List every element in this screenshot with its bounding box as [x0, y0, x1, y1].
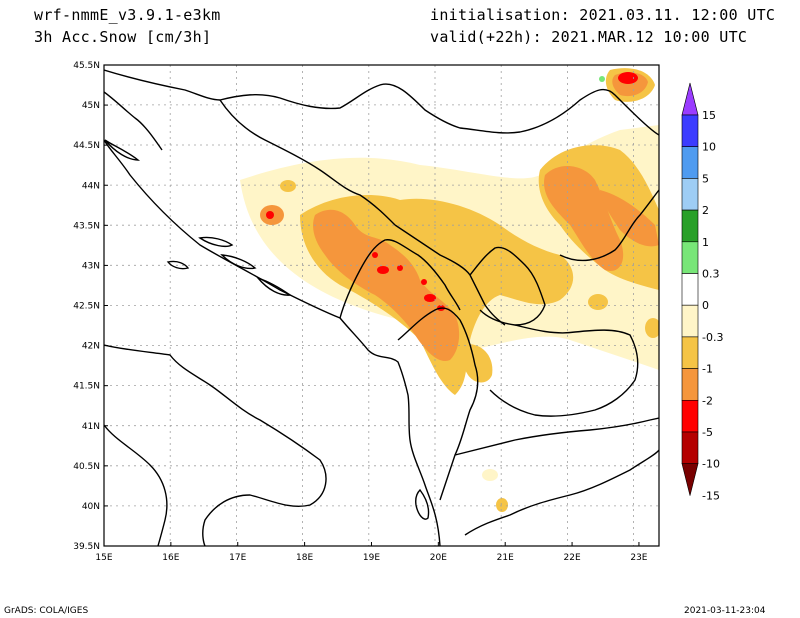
colorbar-segment [681, 178, 699, 211]
lon-tick-label: 20E [430, 553, 447, 563]
colorbar-label: 0 [702, 299, 709, 312]
lon-tick-label: 18E [296, 553, 313, 563]
north-macedonia-border [489, 324, 639, 417]
lat-tick-labels: 39.5N 40N 40.5N 41N 41.5N 42N 42.5N 43N 43.5N 44N… [73, 61, 108, 552]
lon-tick-label: 16E [162, 553, 179, 563]
island-2 [220, 254, 257, 270]
greece-coast [464, 449, 659, 536]
italy-coast [104, 344, 327, 546]
snow-field-layer [240, 68, 659, 512]
colorbar-segment [681, 146, 699, 179]
colorbar-segment [681, 336, 699, 369]
valid-time: valid(+22h): 2021.MAR.12 10:00 UTC [430, 28, 748, 46]
colorbar-label: -1 [702, 363, 713, 376]
colorbar-label: -0.3 [702, 331, 723, 344]
lat-tick-label: 43.5N [73, 221, 100, 231]
lat-tick-label: 43N [82, 261, 100, 271]
corfu-island [415, 488, 430, 520]
lon-tick-label: 19E [363, 553, 380, 563]
lat-tick-label: 41N [82, 422, 100, 432]
field-title: 3h Acc.Snow [cm/3h] [34, 28, 212, 46]
lat-tick-label: 40.5N [73, 462, 100, 472]
gridlines [104, 65, 659, 546]
coastlines-borders [104, 69, 659, 546]
lat-tick-label: 42N [82, 342, 100, 352]
colorbar-label: 1 [702, 236, 709, 249]
init-time: initialisation: 2021.03.11. 12:00 UTC [430, 6, 776, 24]
run-timestamp: 2021-03-11-23:04 [684, 606, 766, 616]
colorbar-segment [681, 431, 699, 465]
colorbar-label: 10 [702, 141, 716, 154]
colorbar-segment [681, 273, 699, 306]
colorbar-segment [681, 304, 699, 338]
greece-border [454, 417, 659, 456]
north-border [104, 69, 659, 136]
lon-tick-label: 23E [630, 553, 647, 563]
adriatic-east-coast [104, 139, 441, 546]
croatia-inner-coast [104, 91, 163, 151]
model-title: wrf-nmmE_v3.9.1-e3km [34, 6, 221, 24]
colorbar-label: 0.3 [702, 268, 720, 281]
colorbar-top-arrow [681, 82, 699, 116]
lat-tick-label: 45N [82, 101, 100, 111]
colorbar-label: -15 [702, 489, 720, 502]
colorbar-label: -5 [702, 426, 713, 439]
lat-tick-label: 45.5N [73, 61, 100, 71]
italy-heel [104, 424, 168, 546]
lon-tick-labels: 15E 16E 17E 18E 19E 20E 21E 22E 23E [95, 542, 648, 563]
lon-tick-label: 22E [564, 553, 581, 563]
colorbar-label: -10 [702, 458, 720, 471]
lat-tick-label: 42.5N [73, 302, 100, 312]
grads-credit: GrADS: COLA/IGES [4, 606, 89, 616]
colorbar-label: 2 [702, 204, 709, 217]
colorbar-segment [681, 241, 699, 274]
island-4 [104, 139, 141, 161]
lat-tick-label: 44.5N [73, 141, 100, 151]
colorbar-bottom-arrow [681, 463, 699, 496]
lon-tick-label: 17E [229, 553, 246, 563]
bosnia-border [219, 99, 396, 226]
colorbar-segment [681, 368, 699, 401]
colorbar-segment [681, 399, 699, 433]
colorbar-label: 5 [702, 172, 709, 185]
lat-tick-label: 40N [82, 502, 100, 512]
island-3 [255, 276, 292, 296]
montenegro-border [339, 239, 461, 319]
colorbar-label: -2 [702, 394, 713, 407]
colorbar-segment [681, 209, 699, 243]
colorbar-segment [681, 114, 699, 148]
lat-tick-label: 39.5N [73, 542, 100, 552]
snow-small-green-spot [599, 76, 605, 82]
island-1 [198, 236, 234, 247]
lon-tick-label: 21E [497, 553, 514, 563]
snow-very-heavy-areas [266, 72, 638, 311]
colorbar-label: 15 [702, 109, 716, 122]
bulgaria-border [559, 189, 659, 262]
lat-tick-label: 41.5N [73, 382, 100, 392]
island-5 [166, 260, 190, 270]
lon-tick-label: 15E [95, 553, 112, 563]
colorbar: 15 10 5 2 1 0.3 0 -0.3 -1 -2 -5 -10 -15 [681, 82, 723, 502]
kosovo-border [469, 246, 546, 326]
lat-tick-label: 44N [82, 181, 100, 191]
